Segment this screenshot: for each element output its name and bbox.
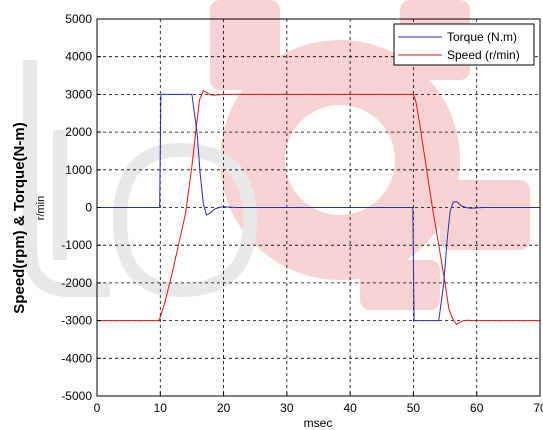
x-tick-label: 10 bbox=[154, 401, 168, 415]
x-tick-label: 40 bbox=[343, 401, 357, 415]
x-tick-label: 70 bbox=[533, 401, 543, 415]
x-tick-label: 30 bbox=[280, 401, 294, 415]
y-tick-label: 0 bbox=[85, 201, 92, 215]
series-line-speed bbox=[97, 90, 540, 325]
y-tick-label: -1000 bbox=[61, 238, 92, 252]
series-layer bbox=[97, 90, 540, 325]
legend-box bbox=[393, 23, 535, 66]
y-tick-label: -2000 bbox=[61, 276, 92, 290]
y-tick-label: 3000 bbox=[65, 87, 92, 101]
x-tick-label: 50 bbox=[407, 401, 421, 415]
logo-watermark bbox=[23, 60, 258, 298]
y-tick-label: 5000 bbox=[65, 12, 92, 26]
y-axis-label-inner: r/min bbox=[35, 196, 47, 220]
x-axis: 0 10 20 30 40 50 60 70 bbox=[94, 392, 543, 415]
series-line-torque bbox=[97, 93, 540, 322]
y-tick-label: 2000 bbox=[65, 125, 92, 139]
y-axis-label-outer: Speed(rpm) & Torque(N-m) bbox=[11, 122, 28, 313]
legend: Torque (N.m) Speed (r/min) bbox=[393, 23, 535, 66]
legend-label-torque: Torque (N.m) bbox=[447, 30, 517, 44]
y-tick-label: -5000 bbox=[61, 389, 92, 403]
y-tick-label: -4000 bbox=[61, 351, 92, 365]
y-tick-label: -3000 bbox=[61, 314, 92, 328]
x-axis-label: msec bbox=[304, 416, 333, 430]
legend-label-speed: Speed (r/min) bbox=[447, 48, 520, 62]
y-tick-label: 1000 bbox=[65, 163, 92, 177]
y-axis: -5000 -4000 -3000 -2000 -1000 0 1000 2000 3000 40… bbox=[61, 12, 101, 403]
x-tick-label: 0 bbox=[94, 401, 101, 415]
y-tick-label: 4000 bbox=[65, 50, 92, 64]
x-tick-label: 60 bbox=[470, 401, 484, 415]
x-tick-label: 20 bbox=[217, 401, 231, 415]
